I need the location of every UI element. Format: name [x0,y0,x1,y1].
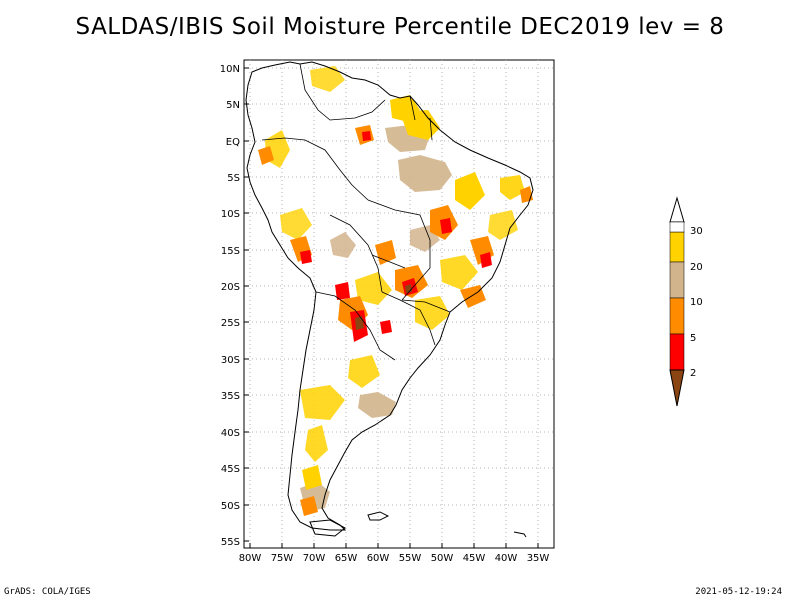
lat-tick-label: 20S [221,282,240,293]
colorbar-label: 10 [690,297,703,308]
lon-tick-label: 40W [495,553,518,564]
map-title: SALDAS/IBIS Soil Moisture Percentile DEC… [75,14,725,40]
lon-tick-label: 75W [271,553,294,564]
colorbar-segment [669,297,685,335]
lat-tick-label: 5S [227,173,240,184]
axis-ticks [244,67,539,548]
colorbar-arrow-bottom [669,369,685,407]
latitude-labels: 10N 5N EQ 5S 10S 15S 20S 25S 30S 35S 40S… [220,64,240,548]
lat-tick-label: 45S [221,464,240,475]
tierra-del-fuego [309,519,346,537]
south-america-coastline [245,61,534,531]
lon-tick-label: 35W [527,553,550,564]
lon-tick-label: 60W [367,553,390,564]
lon-tick-label: 50W [431,553,454,564]
colorbar-segment [669,261,685,299]
timestamp: 2021-05-12-19:24 [695,587,782,597]
lat-tick-label: 30S [221,355,240,366]
colorbar-label: 2 [690,368,696,379]
colorbar-label: 20 [690,262,703,273]
country-borders [261,63,451,361]
longitude-labels: 80W 75W 70W 65W 60W 55W 50W 45W 40W 35W [239,553,550,564]
plot-frame [243,59,555,549]
moisture-shading [258,66,533,516]
lat-tick-label: 50S [221,501,240,512]
colorbar-segment [669,221,685,233]
lon-tick-label: 45W [463,553,486,564]
south-georgia [513,531,527,538]
lat-tick-label: EQ [226,137,240,148]
lon-tick-label: 70W [303,553,326,564]
grads-credit: GrADS: COLA/IGES [4,587,91,597]
colorbar-arrow-top [669,196,685,223]
lat-tick-label: 5N [226,100,240,111]
lon-tick-label: 55W [399,553,422,564]
lat-tick-label: 55S [221,537,240,548]
lat-tick-label: 35S [221,391,240,402]
colorbar-segment [669,231,685,263]
colorbar-segment [669,333,685,371]
colorbar-label: 30 [690,226,703,237]
lat-tick-label: 10N [220,64,240,75]
lon-tick-label: 65W [335,553,358,564]
lon-tick-label: 80W [239,553,262,564]
colorbar-label: 5 [690,333,696,344]
lat-tick-label: 40S [221,428,240,439]
lat-tick-label: 25S [221,318,240,329]
lat-tick-label: 10S [221,209,240,220]
colorbar-legend: 30 20 10 5 2 [669,196,703,407]
lat-tick-label: 15S [221,246,240,257]
falkland-islands [367,511,390,521]
